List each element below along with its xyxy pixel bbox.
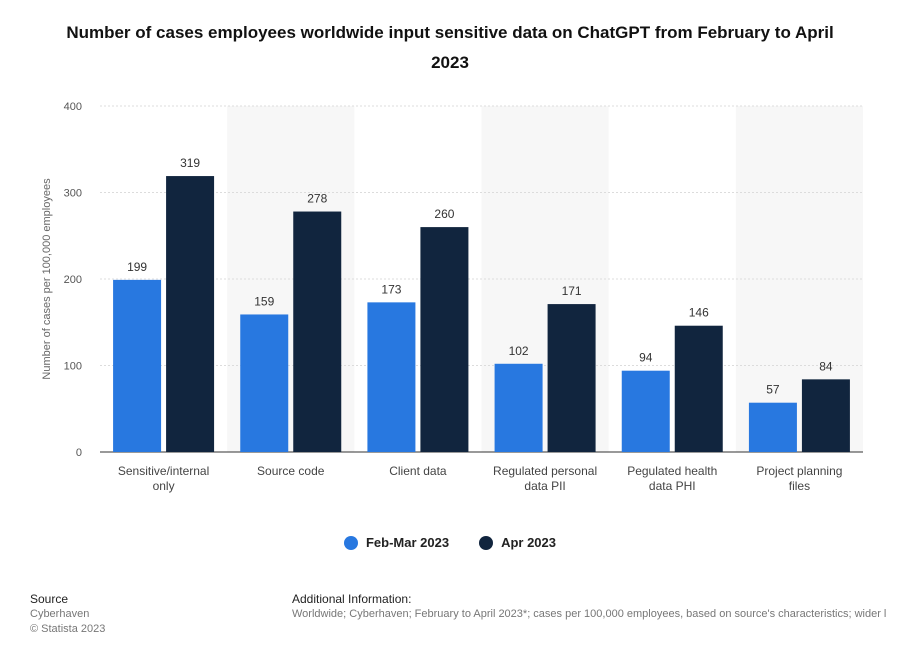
y-tick-label: 100 (64, 361, 82, 373)
bars (113, 176, 850, 452)
source-name[interactable]: Cyberhaven (30, 608, 90, 620)
legend-item-apr[interactable]: Apr 2023 (479, 535, 556, 550)
data-label: 84 (819, 359, 833, 373)
bar[interactable] (547, 304, 596, 452)
legend-dot-apr (479, 535, 494, 550)
additional-info-heading: Additional Information: (292, 592, 412, 606)
bar[interactable] (748, 402, 797, 452)
source-block: Source Cyberhaven © Statista 2023 (30, 592, 105, 637)
legend-dot-feb-mar (343, 535, 358, 550)
category-labels: Sensitive/internal only Source code Client … (118, 464, 843, 493)
y-tick-label: 0 (76, 447, 82, 459)
legend: Feb-Mar 2023 Apr 2023 (0, 535, 900, 550)
data-label: 278 (307, 192, 327, 206)
additional-info-text: Worldwide; Cyberhaven; February to April… (292, 608, 887, 620)
data-label: 57 (766, 383, 780, 397)
data-label: 94 (639, 351, 653, 365)
bar[interactable] (801, 379, 850, 452)
y-tick-label: 300 (64, 188, 82, 200)
legend-label-apr: Apr 2023 (501, 535, 556, 550)
bar[interactable] (621, 370, 670, 452)
data-label: 159 (254, 294, 274, 308)
category-label: Pegulated health data PHI (627, 464, 717, 493)
data-label: 173 (381, 282, 401, 296)
bar[interactable] (367, 302, 416, 452)
data-labels: 199 159 173 102 94 57 319 278 260 171 146 84 (127, 156, 833, 397)
bar[interactable] (113, 279, 162, 452)
data-label: 319 (180, 156, 200, 170)
bar[interactable] (674, 325, 723, 452)
category-label: Project planning files (756, 464, 842, 493)
data-label: 171 (562, 284, 582, 298)
category-label: Client data (389, 464, 447, 478)
bar[interactable] (494, 363, 543, 452)
additional-info-block: Additional Information: Worldwide; Cyber… (292, 592, 900, 622)
data-label: 102 (509, 344, 529, 358)
category-label: Regulated personal data PII (493, 464, 597, 493)
y-axis-label: Number of cases per 100,000 employees (41, 178, 53, 380)
y-axis-ticks: 0 100 200 300 400 (64, 101, 82, 459)
category-label: Sensitive/internal only (118, 464, 209, 493)
bar[interactable] (166, 176, 215, 452)
bar[interactable] (420, 227, 469, 452)
y-tick-label: 400 (64, 101, 82, 113)
legend-label-feb-mar: Feb-Mar 2023 (365, 535, 450, 550)
bar[interactable] (293, 211, 342, 452)
y-tick-label: 200 (64, 274, 82, 286)
bar[interactable] (240, 314, 289, 452)
data-label: 199 (127, 260, 147, 274)
copyright: © Statista 2023 (30, 623, 106, 635)
chart-title: Number of cases employees worldwide inpu… (66, 23, 834, 72)
data-label: 146 (689, 306, 709, 320)
gridlines (100, 105, 863, 453)
legend-item-feb-mar[interactable]: Feb-Mar 2023 (343, 535, 450, 550)
category-label: Source code (257, 464, 325, 478)
data-label: 260 (434, 207, 454, 221)
source-heading: Source (30, 592, 69, 606)
